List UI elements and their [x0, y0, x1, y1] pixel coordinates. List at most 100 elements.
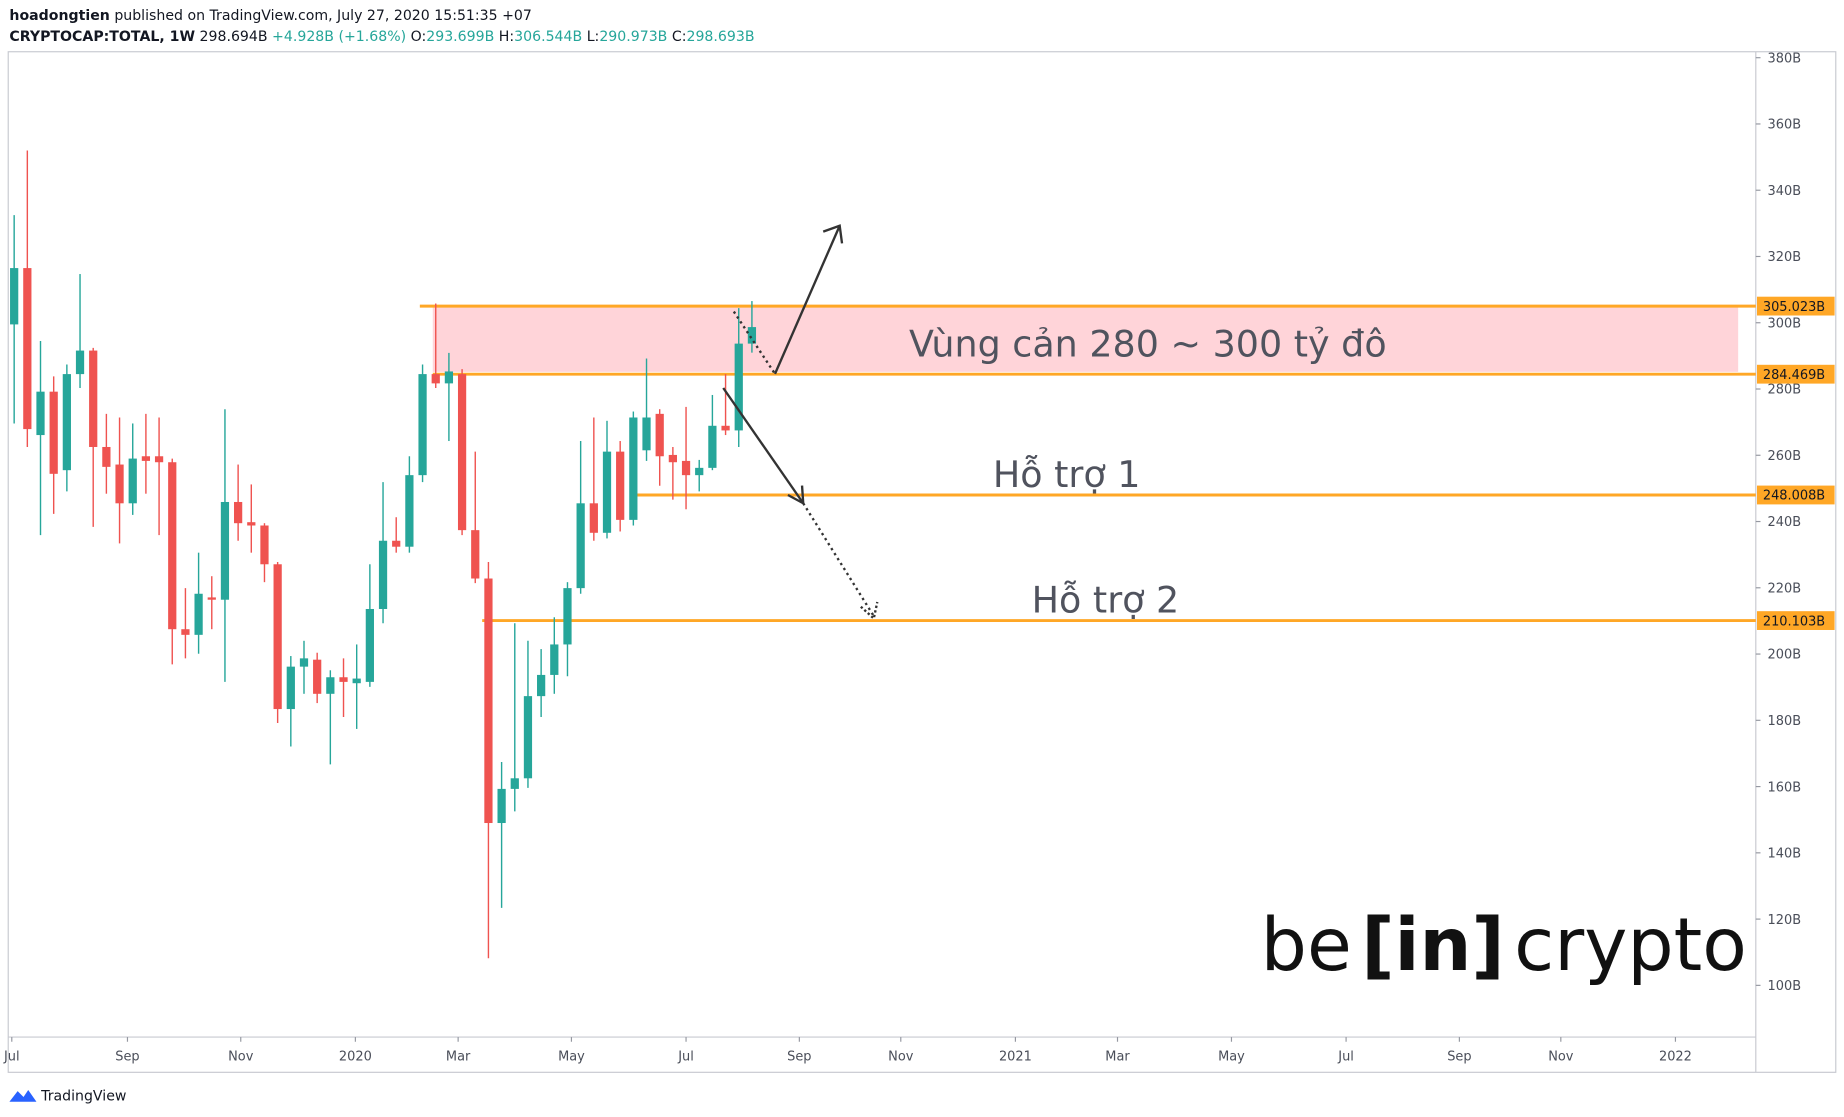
author: hoadongtien	[9, 8, 109, 24]
y-tick-label: 340B	[1768, 184, 1802, 199]
candle-body	[141, 456, 151, 461]
candle-body	[510, 778, 519, 789]
y-tick-label: 360B	[1768, 118, 1802, 133]
candle-body	[365, 608, 374, 682]
candle-body	[299, 658, 309, 667]
x-tick-label: Jul	[677, 1050, 694, 1065]
watermark-part: [in]	[1361, 903, 1505, 988]
x-tick-label: Nov	[228, 1050, 254, 1065]
candle-body	[405, 475, 414, 547]
candle-body	[128, 458, 137, 504]
candle-body	[471, 530, 480, 579]
candle-body	[49, 391, 58, 474]
dotted-arrow	[732, 310, 776, 375]
x-tick-label: Jul	[3, 1050, 20, 1065]
annotation: Hỗ trợ 2	[1032, 579, 1180, 622]
x-tick-label: Sep	[787, 1050, 811, 1065]
last-price: 298.694B	[200, 29, 268, 45]
candle-body	[313, 659, 322, 694]
candle-body	[207, 597, 216, 600]
x-tick-label: 2021	[999, 1050, 1032, 1065]
o-value: 293.699B	[426, 29, 494, 45]
candle-body	[194, 593, 203, 635]
candle-body	[273, 564, 282, 710]
candle-body	[563, 588, 572, 645]
candle-body	[602, 451, 612, 533]
h-value: 306.544B	[514, 29, 582, 45]
candle-body	[10, 268, 19, 325]
h-key: H:	[499, 29, 514, 45]
candle-body	[734, 343, 743, 431]
candle-body	[484, 578, 493, 824]
c-key: C:	[672, 29, 687, 45]
candle-body	[378, 540, 388, 609]
x-tick-label: May	[1218, 1050, 1245, 1065]
plot-frame	[7, 51, 1837, 1073]
candle-body	[708, 425, 717, 468]
x-tick-label: Sep	[1447, 1050, 1471, 1065]
l-key: L:	[587, 29, 600, 45]
arrows	[722, 224, 879, 621]
level-label: 305.023B	[1763, 300, 1825, 315]
y-tick-label: 300B	[1768, 316, 1802, 331]
candle-body	[260, 525, 269, 565]
o-key: O:	[411, 29, 427, 45]
candle-body	[102, 446, 111, 467]
published: published on TradingView.com, July 27, 2…	[114, 8, 532, 24]
y-tick-label: 120B	[1768, 913, 1802, 928]
y-tick-label: 160B	[1768, 780, 1802, 795]
arrow-head	[860, 601, 879, 621]
x-tick-label: 2020	[339, 1050, 372, 1065]
level-label-box	[1756, 485, 1835, 505]
resistance-zone	[432, 307, 1739, 372]
y-tick-label: 240B	[1768, 515, 1802, 530]
candle-body	[537, 674, 546, 697]
candle-body	[681, 460, 691, 476]
level-label: 284.469B	[1763, 368, 1825, 383]
candle-body	[168, 462, 177, 630]
candle-body	[418, 374, 427, 476]
candle-body	[154, 456, 164, 463]
candle-body	[392, 540, 401, 547]
header-line-2: CRYPTOCAP:TOTAL, 1W 298.694B +4.928B (+1…	[9, 29, 754, 45]
candle-body	[36, 391, 45, 436]
candle-body	[431, 374, 440, 384]
level-label: 248.008B	[1763, 489, 1825, 504]
y-tick-label: 220B	[1768, 581, 1802, 596]
watermark-part: be	[1261, 903, 1352, 988]
y-tick-label: 200B	[1768, 648, 1802, 663]
x-tick-label: Mar	[1105, 1050, 1130, 1065]
l-value: 290.973B	[599, 29, 667, 45]
y-tick-label: 180B	[1768, 714, 1802, 729]
candle-body	[352, 678, 361, 684]
arrow-head	[822, 224, 844, 244]
y-tick-label: 320B	[1768, 250, 1802, 265]
marks: 305.023B 284.469B 248.008B 210.103B	[10, 150, 1835, 959]
candle-body	[339, 677, 348, 682]
x-tick-label: May	[558, 1050, 585, 1065]
candle-body	[642, 417, 651, 451]
candle-body	[75, 350, 85, 375]
arrow	[722, 387, 805, 504]
candle-body	[721, 425, 730, 431]
y-tick-label: 100B	[1768, 979, 1802, 994]
x-tick-label: 2022	[1659, 1050, 1692, 1065]
underlay: 100B 120B 140B 160B 180B 200B 220B 240B 260B 280B…	[3, 51, 1837, 1073]
candle-body	[115, 464, 124, 504]
candle-body	[695, 467, 704, 476]
watermark-part: crypto	[1514, 903, 1747, 988]
footer-logo: TradingView	[9, 1089, 126, 1105]
candle-body	[629, 417, 638, 520]
candle-body	[668, 454, 677, 463]
level-label: 210.103B	[1763, 614, 1825, 629]
candle-body	[234, 501, 243, 524]
x-tick-label: Mar	[446, 1050, 471, 1065]
candle-body	[247, 522, 256, 526]
symbol: CRYPTOCAP:TOTAL, 1W	[9, 29, 195, 45]
candle-body	[616, 451, 625, 520]
footer-text: TradingView	[40, 1089, 126, 1105]
change: +4.928B (+1.68%)	[272, 29, 406, 45]
candle-body	[23, 268, 32, 430]
x-tick-label: Jul	[1337, 1050, 1354, 1065]
